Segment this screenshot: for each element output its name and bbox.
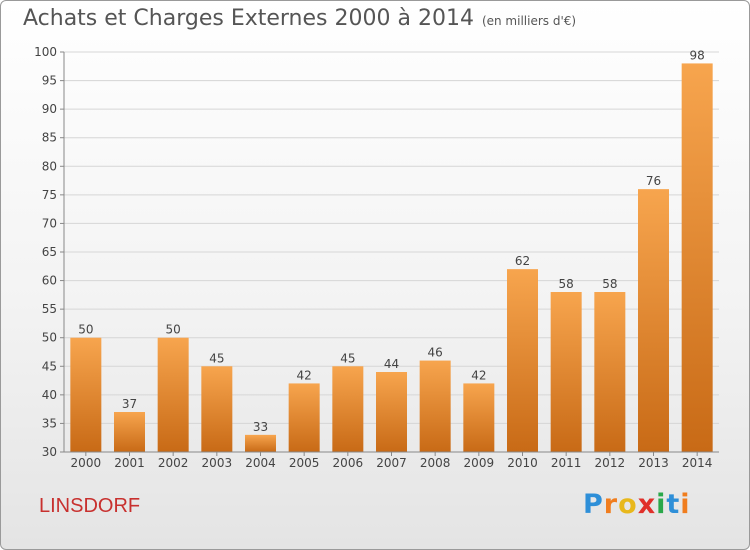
bar (70, 337, 102, 452)
data-label: 76 (646, 174, 661, 188)
y-tick-label: 30 (42, 445, 57, 459)
data-label: 50 (78, 323, 93, 337)
bar (201, 366, 233, 452)
data-label: 46 (428, 346, 443, 360)
x-tick-label: 2012 (595, 456, 626, 470)
chart-title-text: Achats et Charges Externes 2000 à 2014 (23, 6, 474, 31)
data-label: 50 (166, 323, 181, 337)
y-tick-label: 80 (42, 159, 57, 173)
y-tick-label: 90 (42, 102, 57, 116)
x-tick-label: 2005 (289, 456, 320, 470)
x-tick-label: 2014 (682, 456, 713, 470)
bar (419, 360, 451, 452)
x-tick-label: 2009 (464, 456, 495, 470)
x-tick-labels: 2000 2001 2002 2003 2004 2005 2006 2007 2008 2009… (71, 452, 713, 470)
x-tick-label: 2001 (114, 456, 145, 470)
y-tick-label: 55 (42, 302, 57, 316)
data-label: 37 (122, 397, 137, 411)
x-tick-label: 2002 (158, 456, 189, 470)
y-tick-label: 75 (42, 188, 57, 202)
proxiti-logo[interactable]: Proxiti (583, 489, 691, 520)
bar (376, 372, 407, 452)
x-tick-label: 2004 (245, 456, 276, 470)
y-tick-label: 95 (42, 74, 57, 88)
bar (550, 292, 582, 452)
logo-letter: P (583, 489, 604, 520)
logo-letter: r (603, 489, 619, 520)
data-label: 44 (384, 357, 399, 371)
data-label: 33 (253, 420, 268, 434)
data-label: 42 (471, 368, 486, 382)
data-label: 45 (209, 351, 224, 365)
data-label: 98 (690, 48, 705, 62)
data-label: 62 (515, 254, 530, 268)
x-tick-label: 2011 (551, 456, 582, 470)
bars (70, 63, 713, 453)
x-tick-label: 2000 (71, 456, 102, 470)
bar (114, 412, 145, 452)
data-label: 58 (559, 277, 574, 291)
bar (332, 366, 364, 452)
bar (507, 269, 538, 452)
chart-subtitle: (en milliers d'€) (481, 14, 577, 28)
logo-letter: t (666, 489, 681, 520)
logo-letter: o (618, 489, 638, 520)
bar (638, 189, 669, 452)
y-tick-label: 60 (42, 274, 57, 288)
y-tick-label: 65 (42, 245, 57, 259)
logo-letter: i (680, 489, 691, 520)
x-tick-label: 2007 (376, 456, 407, 470)
y-tick-label: 100 (34, 45, 57, 59)
x-tick-label: 2003 (202, 456, 233, 470)
bar (463, 383, 495, 452)
logo-letter: x (637, 489, 657, 520)
data-labels: 50 37 50 45 33 42 45 44 46 42 62 58 58 76 98 (78, 48, 705, 433)
data-label: 58 (602, 277, 617, 291)
logo-letter: i (656, 489, 667, 520)
y-tick-label: 45 (42, 359, 57, 373)
chart-title: Achats et Charges Externes 2000 à 2014 (e… (23, 6, 576, 31)
data-label: 42 (297, 368, 312, 382)
x-tick-label: 2010 (507, 456, 538, 470)
y-tick-label: 40 (42, 388, 57, 402)
y-tick-label: 70 (42, 216, 57, 230)
bar (245, 434, 276, 452)
data-label: 45 (340, 351, 355, 365)
x-tick-label: 2008 (420, 456, 451, 470)
commune-name: LINSDORF (39, 495, 141, 517)
bar (594, 292, 626, 452)
y-tick-label: 50 (42, 331, 57, 345)
bar (157, 337, 189, 452)
x-tick-label: 2006 (333, 456, 364, 470)
y-tick-labels: 30 35 40 45 50 55 60 65 70 75 80 85 90 95 100 (34, 45, 57, 459)
y-tick-label: 35 (42, 416, 57, 430)
bar (681, 63, 713, 453)
y-tick-label: 85 (42, 131, 57, 145)
bar (288, 383, 320, 452)
x-tick-label: 2013 (638, 456, 669, 470)
